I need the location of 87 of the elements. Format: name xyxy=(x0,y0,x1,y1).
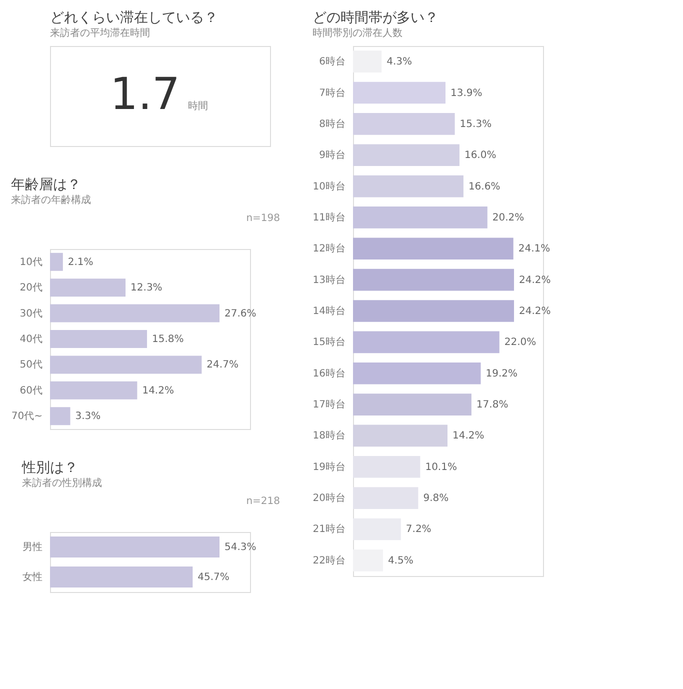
data-label: 12.3% xyxy=(130,282,162,294)
y-tick-label: 男性 xyxy=(22,541,42,553)
bar xyxy=(353,550,383,572)
y-tick-label: 13時台 xyxy=(312,274,346,286)
y-tick-label: 10代 xyxy=(20,256,42,268)
text: 時間 xyxy=(188,100,208,112)
bar xyxy=(353,268,514,291)
text: どれくらい滞在している？ xyxy=(50,10,218,26)
bar xyxy=(353,518,401,540)
data-label: 27.6% xyxy=(224,308,256,320)
bar xyxy=(353,300,514,322)
data-label: 4.5% xyxy=(388,555,414,566)
text: n=218 xyxy=(246,496,280,507)
y-tick-label: 18時台 xyxy=(312,430,346,442)
data-label: 15.3% xyxy=(460,118,492,130)
bar xyxy=(353,50,382,72)
y-tick-label: 40代 xyxy=(20,334,42,345)
bar xyxy=(353,362,481,384)
chart-subtitle: 来訪者の年齢構成 xyxy=(10,194,91,206)
y-tick-label: 9時台 xyxy=(319,149,346,162)
bar xyxy=(353,456,420,478)
data-label: 10.1% xyxy=(425,462,457,473)
y-tick-label: 14時台 xyxy=(312,305,346,317)
data-label: 2.1% xyxy=(68,256,94,268)
data-label: 19.2% xyxy=(486,368,518,380)
chart-subtitle: 来訪者の性別構成 xyxy=(22,477,102,489)
y-tick-label: 11時台 xyxy=(312,211,346,224)
y-tick-label: 50代 xyxy=(20,360,42,371)
bar xyxy=(353,113,455,135)
bar xyxy=(50,252,63,271)
y-tick-label: 8時台 xyxy=(319,118,346,130)
text: 1.7 xyxy=(110,69,180,120)
y-tick-label: 7時台 xyxy=(319,86,346,99)
bar xyxy=(353,206,488,228)
data-label: 4.3% xyxy=(386,56,412,68)
y-tick-label: 女性 xyxy=(22,571,42,583)
y-tick-label: 10時台 xyxy=(312,180,346,192)
data-label: 16.6% xyxy=(468,181,500,192)
data-label: 16.0% xyxy=(464,150,496,162)
y-tick-label: 20代 xyxy=(20,282,42,294)
y-tick-label: 30代 xyxy=(20,308,42,320)
bar xyxy=(353,394,472,416)
bar xyxy=(50,304,220,322)
data-label: 7.2% xyxy=(406,524,432,536)
bar xyxy=(353,144,460,166)
chart-title: 性別は？ xyxy=(21,460,78,476)
bar xyxy=(353,331,500,354)
data-label: 22.0% xyxy=(504,337,536,348)
data-label: 17.8% xyxy=(476,400,508,411)
data-label: 9.8% xyxy=(423,493,449,504)
data-label: 3.3% xyxy=(75,411,101,422)
data-label: 14.2% xyxy=(142,385,174,396)
data-label: 20.2% xyxy=(492,212,524,224)
bar xyxy=(50,356,202,374)
data-label: 24.2% xyxy=(519,274,551,286)
data-label: 45.7% xyxy=(198,572,230,583)
data-label: 54.3% xyxy=(224,542,256,553)
y-tick-label: 20時台 xyxy=(312,492,346,504)
data-label: 14.2% xyxy=(452,430,484,442)
bar xyxy=(353,487,418,509)
y-tick-label: 6時台 xyxy=(319,56,346,68)
data-label: 24.7% xyxy=(206,360,238,371)
chart-subtitle: 時間帯別の滞在人数 xyxy=(312,27,402,39)
y-tick-label: 22時台 xyxy=(312,554,346,566)
text: n=198 xyxy=(246,213,280,224)
y-tick-label: 19時台 xyxy=(312,460,346,473)
data-label: 15.8% xyxy=(152,334,184,345)
y-tick-label: 16時台 xyxy=(312,367,346,380)
bar xyxy=(50,278,126,297)
y-tick-label: 21時台 xyxy=(312,523,346,536)
chart-title: どの時間帯が多い？ xyxy=(312,10,438,26)
y-tick-label: 70代~ xyxy=(11,411,42,422)
y-tick-label: 60代 xyxy=(20,385,42,396)
bar xyxy=(50,330,148,348)
text: 来訪者の平均滞在時間 xyxy=(50,27,150,39)
bar xyxy=(353,424,448,447)
data-label: 24.2% xyxy=(519,306,551,317)
bar xyxy=(50,407,70,426)
bar xyxy=(353,238,514,260)
y-tick-label: 17時台 xyxy=(312,398,346,411)
y-tick-label: 12時台 xyxy=(312,242,346,255)
data-label: 24.1% xyxy=(518,244,550,255)
chart-title: 年齢層は？ xyxy=(10,177,81,193)
bar xyxy=(50,381,138,400)
y-tick-label: 15時台 xyxy=(312,336,346,348)
bar xyxy=(353,175,464,198)
data-label: 13.9% xyxy=(450,88,482,99)
